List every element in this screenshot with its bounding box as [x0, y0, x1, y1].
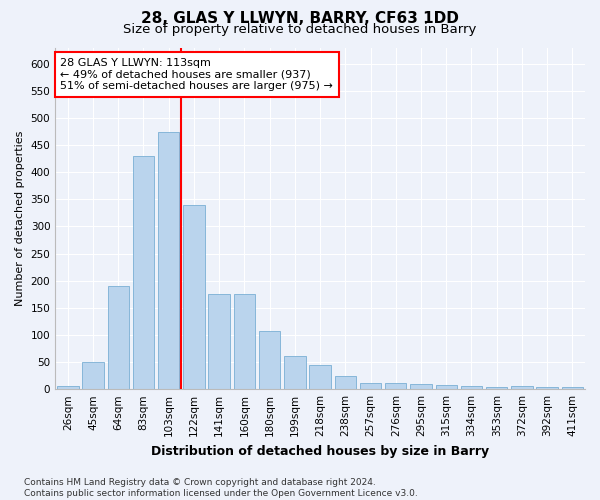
Text: Contains HM Land Registry data © Crown copyright and database right 2024.
Contai: Contains HM Land Registry data © Crown c… — [24, 478, 418, 498]
Bar — [233, 294, 255, 389]
Bar — [536, 387, 558, 389]
X-axis label: Distribution of detached houses by size in Barry: Distribution of detached houses by size … — [151, 444, 489, 458]
Bar — [57, 386, 79, 389]
Text: 28 GLAS Y LLWYN: 113sqm
← 49% of detached houses are smaller (937)
51% of semi-d: 28 GLAS Y LLWYN: 113sqm ← 49% of detache… — [61, 58, 334, 91]
Bar — [158, 132, 179, 389]
Bar — [107, 286, 129, 389]
Bar — [183, 205, 205, 389]
Bar — [385, 382, 406, 389]
Bar — [360, 382, 381, 389]
Bar — [562, 387, 583, 389]
Text: 28, GLAS Y LLWYN, BARRY, CF63 1DD: 28, GLAS Y LLWYN, BARRY, CF63 1DD — [141, 11, 459, 26]
Bar — [284, 356, 305, 389]
Bar — [486, 387, 508, 389]
Bar — [461, 386, 482, 389]
Bar — [335, 376, 356, 389]
Bar — [436, 386, 457, 389]
Bar — [410, 384, 432, 389]
Bar — [511, 386, 533, 389]
Bar — [82, 362, 104, 389]
Y-axis label: Number of detached properties: Number of detached properties — [15, 130, 25, 306]
Bar — [310, 366, 331, 389]
Text: Size of property relative to detached houses in Barry: Size of property relative to detached ho… — [124, 23, 476, 36]
Bar — [208, 294, 230, 389]
Bar — [259, 331, 280, 389]
Bar — [133, 156, 154, 389]
